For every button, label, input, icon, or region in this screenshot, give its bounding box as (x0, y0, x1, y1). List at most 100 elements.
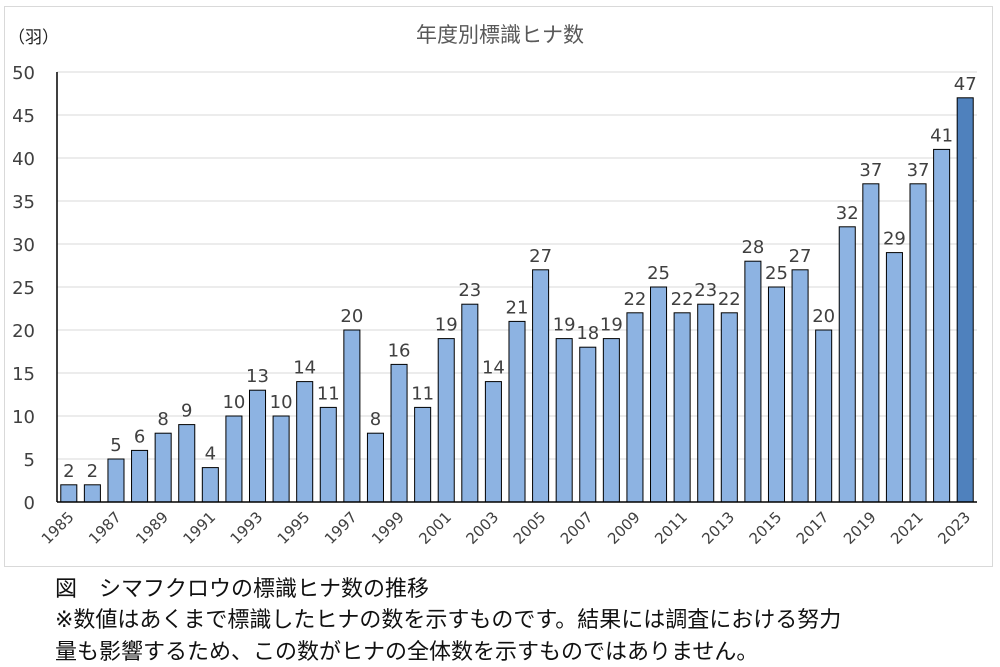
bar-1994 (272, 415, 290, 503)
data-label: 5 (110, 435, 121, 456)
bar-2007 (579, 346, 597, 503)
bar-2003 (484, 381, 502, 503)
data-label: 20 (812, 306, 835, 327)
x-tick-label: 2001 (415, 508, 455, 548)
data-label: 6 (134, 426, 145, 447)
bar-2001 (437, 338, 455, 503)
data-label: 11 (411, 383, 434, 404)
x-tick-label: 2013 (698, 508, 738, 548)
x-tick-label: 2021 (887, 508, 927, 548)
bar-2000 (414, 406, 432, 503)
bar-2016 (791, 269, 809, 503)
data-label: 28 (741, 237, 764, 258)
data-label: 25 (765, 263, 788, 284)
y-axis-ticks: 0 5 10 15 20 25 30 35 40 45 50 (12, 63, 35, 514)
bar-2019 (862, 183, 880, 503)
bar-2004 (508, 320, 526, 503)
data-label: 32 (836, 203, 859, 224)
x-tick-label: 1989 (132, 508, 172, 548)
bar-2012 (697, 303, 715, 503)
figure-caption: 図 シマフクロウの標識ヒナ数の推移 (55, 577, 430, 602)
data-label: 10 (222, 392, 245, 413)
bar-1993 (248, 389, 267, 503)
data-label: 10 (270, 392, 293, 413)
x-tick-label: 1985 (38, 508, 78, 548)
x-tick-label: 2017 (793, 508, 833, 548)
data-label: 47 (954, 74, 977, 95)
bar-2018 (838, 226, 856, 503)
bar-1998 (366, 432, 384, 503)
x-tick-label: 2009 (604, 508, 644, 548)
bar-2023 (956, 97, 974, 503)
bar-2021 (909, 183, 927, 503)
data-label: 22 (671, 289, 694, 310)
x-tick-label: 1995 (274, 508, 314, 548)
data-label: 22 (623, 289, 646, 310)
bar-1997 (343, 329, 361, 503)
data-label: 14 (482, 358, 505, 379)
data-label: 29 (883, 229, 906, 250)
y-tick-label: 40 (12, 149, 35, 170)
data-label: 2 (63, 461, 74, 482)
bar-2020 (885, 252, 903, 503)
bar-2011 (673, 312, 691, 503)
y-tick-label: 45 (12, 106, 35, 127)
data-label: 37 (907, 160, 930, 181)
y-tick-label: 10 (12, 407, 35, 428)
y-tick-label: 30 (12, 235, 35, 256)
bar-2015 (767, 286, 786, 503)
bar-2008 (602, 338, 620, 503)
bar-1999 (390, 363, 408, 503)
bar-2005 (532, 269, 550, 503)
bar-2009 (626, 312, 644, 503)
data-label: 23 (458, 280, 481, 301)
x-tick-label: 1997 (321, 508, 361, 548)
bar-1991 (201, 467, 219, 503)
bar-1986 (83, 484, 101, 503)
x-tick-label: 2003 (463, 508, 503, 548)
caption-note-line-2: 量も影響するため、この数がヒナの全体数を示すものではありません。 (55, 640, 759, 665)
y-tick-label: 0 (24, 493, 35, 514)
x-tick-label: 2019 (840, 508, 880, 548)
data-label: 18 (576, 323, 599, 344)
data-label: 27 (789, 246, 812, 267)
bar-2017 (815, 329, 833, 503)
data-label: 16 (388, 340, 411, 361)
data-label: 20 (340, 306, 363, 327)
data-label: 41 (930, 125, 953, 146)
data-label: 9 (181, 401, 192, 422)
data-label: 19 (553, 315, 576, 336)
data-label: 25 (647, 263, 670, 284)
x-axis-ticks: 1985 1987 1989 1991 1993 1995 1997 1999 2001 2003… (38, 508, 974, 548)
y-tick-label: 50 (12, 63, 35, 84)
x-tick-label: 2011 (651, 508, 691, 548)
x-tick-label: 2007 (557, 508, 597, 548)
bar-2022 (933, 148, 951, 503)
bar-1987 (107, 458, 125, 503)
data-label: 13 (246, 366, 269, 387)
y-axis-unit-label: （羽） (8, 28, 59, 48)
data-label: 21 (506, 297, 529, 318)
data-label: 8 (157, 409, 168, 430)
bar-1996 (319, 406, 337, 503)
data-label: 22 (718, 289, 741, 310)
y-tick-label: 5 (24, 450, 35, 471)
bar-2002 (461, 303, 479, 503)
bar-2010 (650, 286, 668, 503)
x-tick-label: 1991 (179, 508, 219, 548)
y-tick-label: 35 (12, 192, 35, 213)
data-label: 14 (293, 358, 316, 379)
bar-2013 (720, 312, 738, 503)
y-tick-label: 20 (12, 321, 35, 342)
data-label: 37 (859, 160, 882, 181)
bar-1989 (154, 432, 172, 503)
data-label: 19 (600, 315, 623, 336)
chart-frame (4, 6, 993, 567)
x-tick-label: 1987 (85, 508, 125, 548)
caption-note-line-1: ※数値はあくまで標識したヒナの数を示すものです。結果には調査における努力 (55, 608, 842, 633)
bar-1988 (131, 449, 149, 503)
x-tick-label: 2005 (510, 508, 550, 548)
chart-title: 年度別標識ヒナ数 (416, 23, 584, 47)
